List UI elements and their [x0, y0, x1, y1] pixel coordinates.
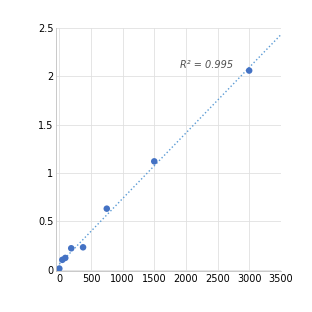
Point [69, 246, 74, 251]
Text: R² = 0.995: R² = 0.995 [179, 60, 233, 70]
Point [80, 245, 85, 250]
Point [152, 159, 157, 164]
Point [63, 256, 68, 261]
Point [104, 206, 109, 211]
Point [60, 257, 65, 262]
Point [247, 68, 252, 73]
Point [57, 266, 62, 271]
